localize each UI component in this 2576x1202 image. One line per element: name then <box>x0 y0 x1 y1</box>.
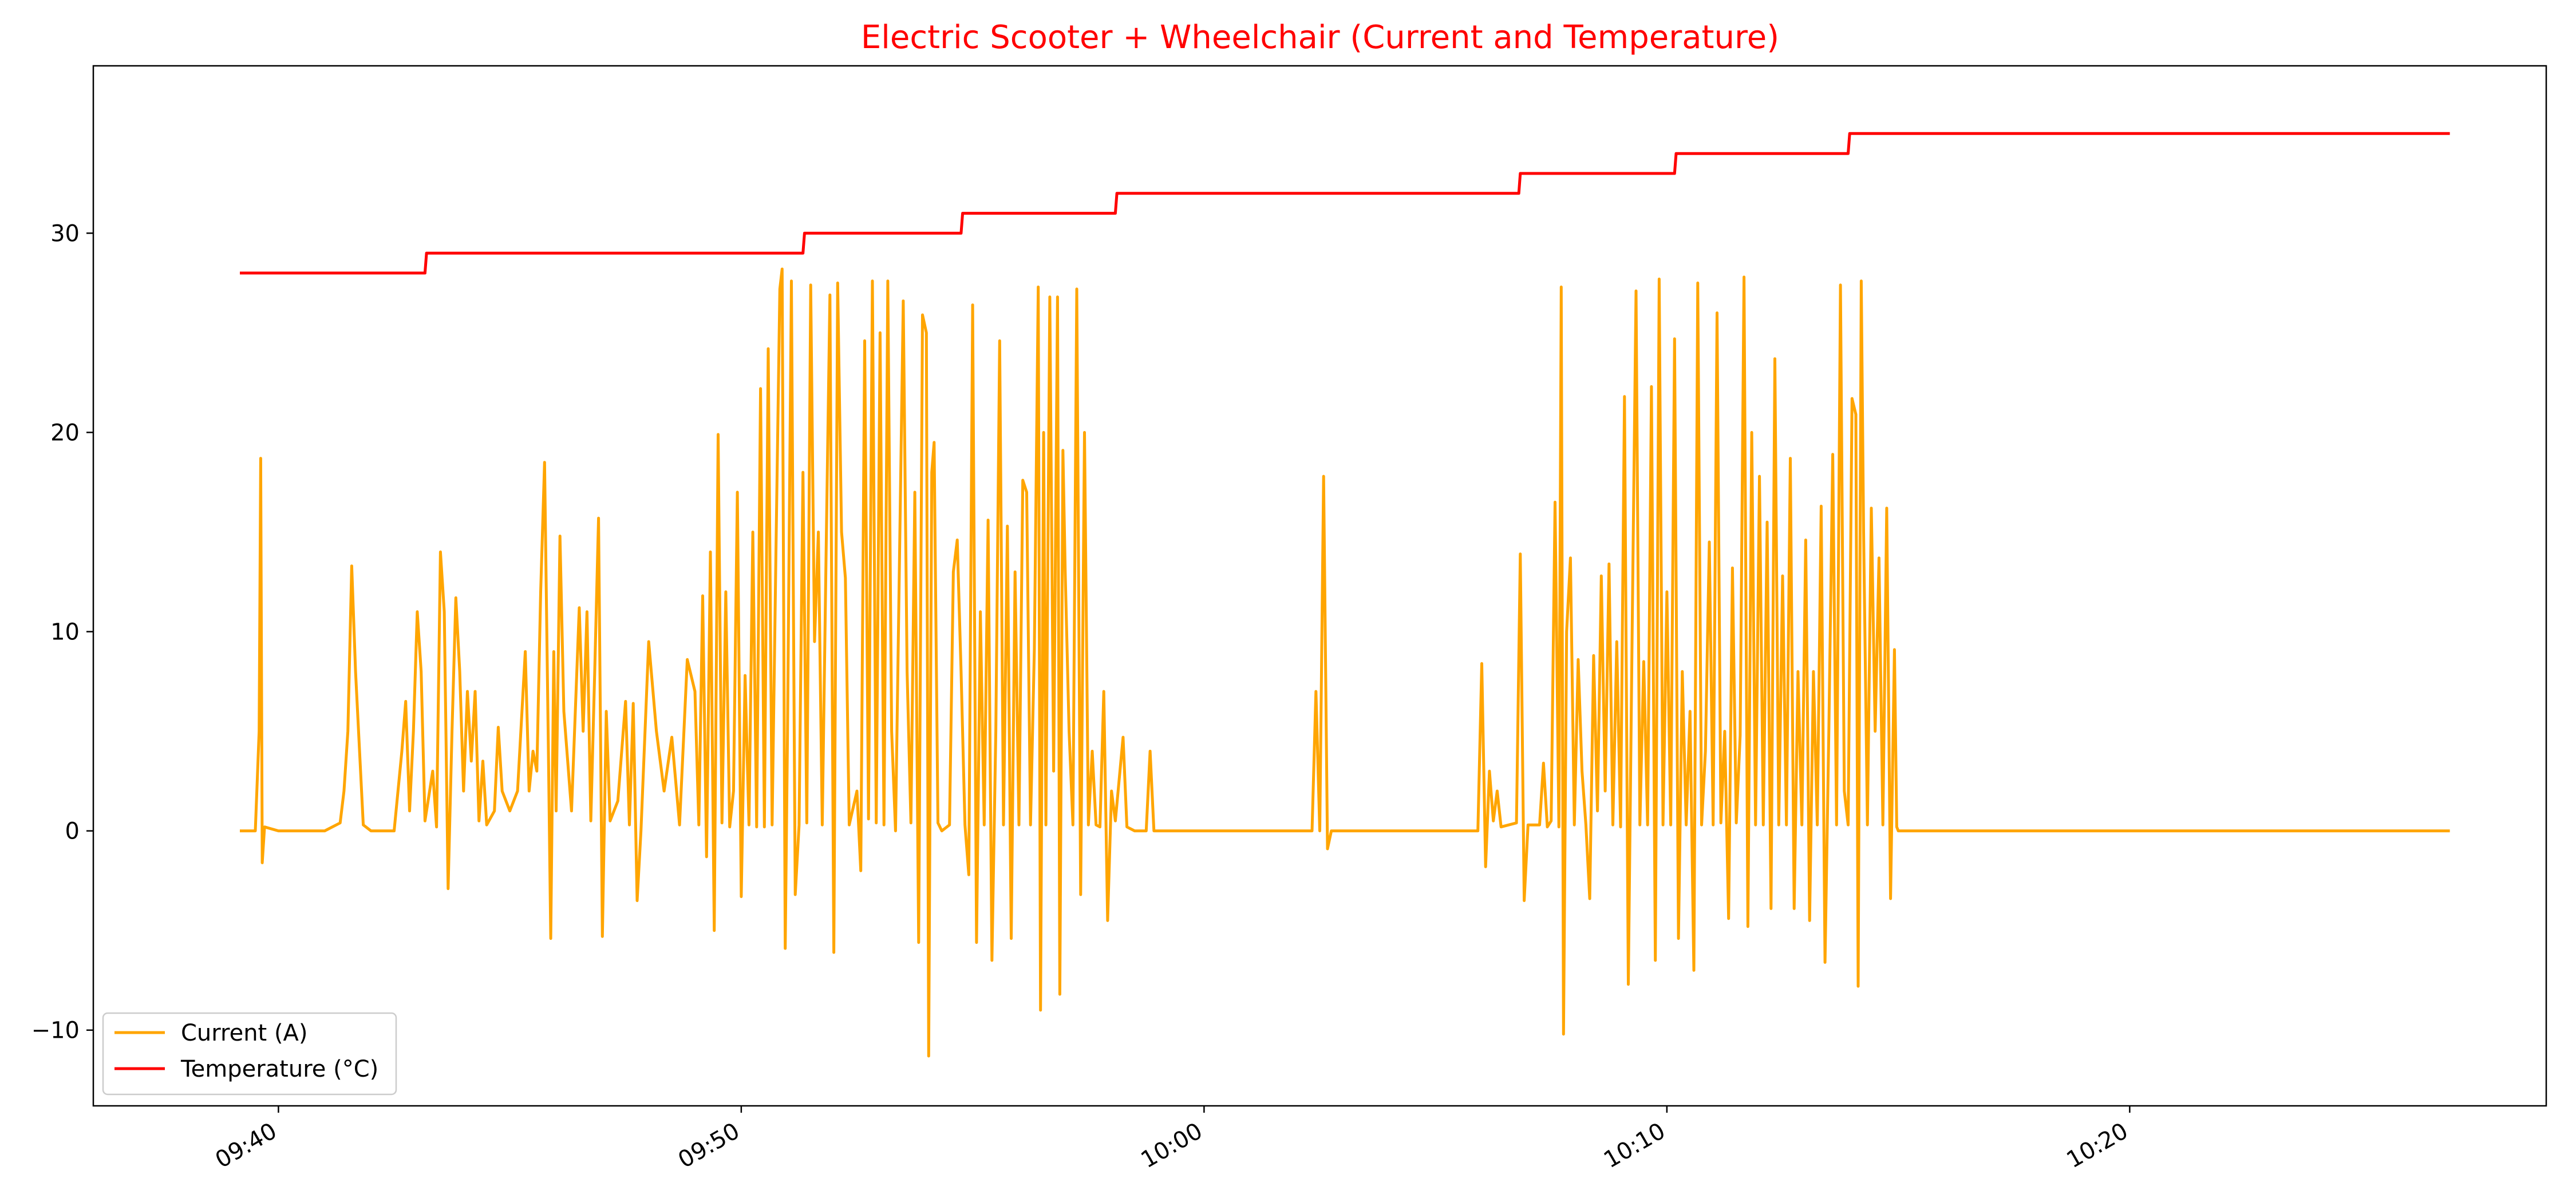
y-tick-label: −10 <box>31 1018 80 1044</box>
series-line-current <box>240 267 2450 1058</box>
series-line-temperature <box>240 132 2450 275</box>
plot-frame <box>92 65 2547 1107</box>
legend-label-temperature: Temperature (°C) <box>180 1056 378 1082</box>
legend-box <box>102 1012 397 1096</box>
series-layer <box>240 132 2450 1058</box>
y-tick-label: 20 <box>50 420 80 446</box>
y-tick-label: 10 <box>50 619 80 646</box>
chart-title: Electric Scooter + Wheelchair (Current a… <box>861 19 1779 56</box>
legend-label-current: Current (A) <box>181 1020 308 1046</box>
legend: Current (A) Temperature (°C) <box>102 1012 397 1096</box>
y-axis: −10 0 10 20 30 <box>31 220 93 1044</box>
y-tick-label: 0 <box>65 819 80 845</box>
plot-area <box>93 66 2546 1106</box>
y-tick-label: 30 <box>50 220 80 247</box>
